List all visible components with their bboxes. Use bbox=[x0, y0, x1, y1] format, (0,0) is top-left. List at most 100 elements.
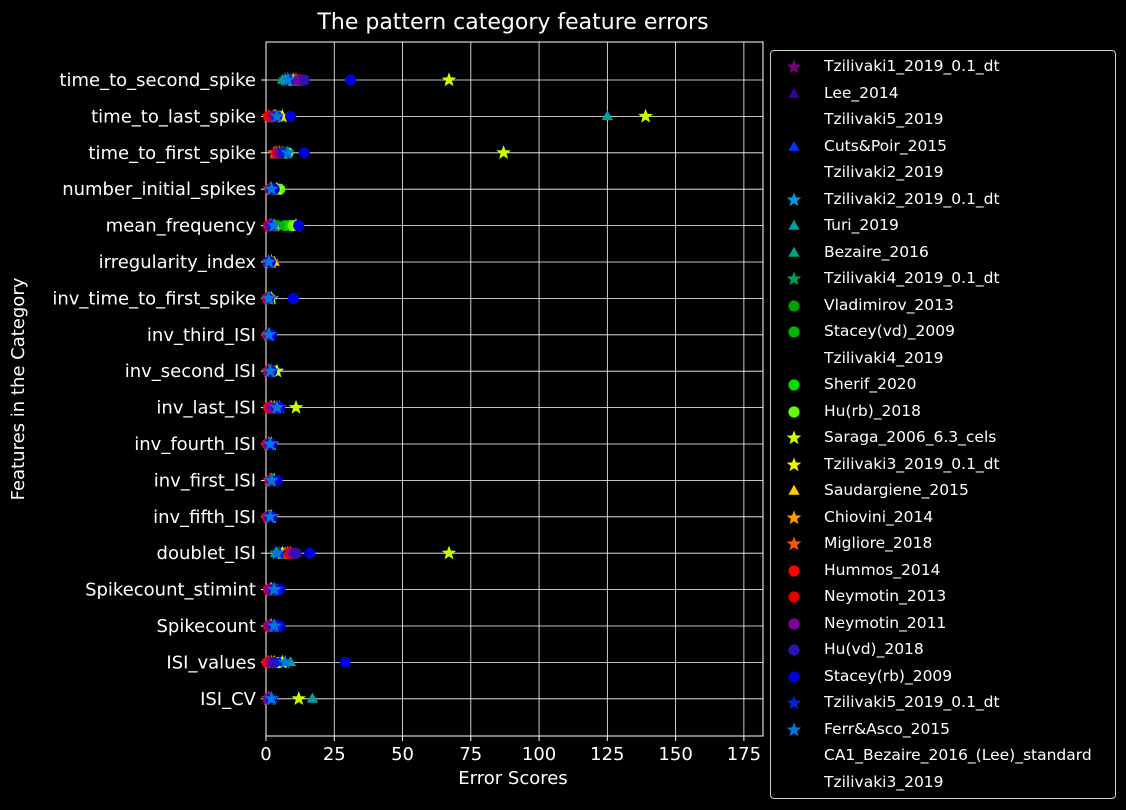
y-tick-label: inv_last_ISI bbox=[156, 398, 256, 419]
legend-item: Bezaire_2016 bbox=[771, 240, 1115, 266]
data-point bbox=[266, 581, 282, 596]
legend-marker-icon bbox=[786, 695, 802, 710]
y-tick-label: time_to_last_spike bbox=[91, 106, 256, 127]
legend-label: Neymotin_2011 bbox=[824, 613, 947, 632]
legend-marker-icon bbox=[788, 219, 800, 230]
data-point bbox=[269, 545, 285, 560]
legend-item: Tzilivaki2_2019_0.1_dt bbox=[771, 187, 1115, 213]
legend-label: Tzilivaki1_2019_0.1_dt bbox=[824, 57, 1000, 75]
legend-item: Tzilivaki4_2019_0.1_dt bbox=[771, 266, 1115, 292]
data-point bbox=[262, 436, 278, 451]
data-point bbox=[291, 691, 306, 705]
legend-marker-icon bbox=[788, 326, 800, 338]
data-point bbox=[288, 399, 304, 414]
legend-marker-icon bbox=[786, 536, 802, 551]
legend-item: Hummos_2014 bbox=[771, 558, 1115, 584]
y-tick-label: number_initial_spikes bbox=[62, 179, 256, 200]
legend-item: Tzilivaki5_2019 bbox=[771, 107, 1115, 133]
legend-marker-icon bbox=[788, 484, 800, 495]
legend-item: Ferr&Asco_2015 bbox=[771, 717, 1115, 743]
data-point bbox=[264, 472, 279, 487]
data-point bbox=[304, 547, 316, 559]
data-point bbox=[345, 74, 357, 86]
legend-marker-icon bbox=[779, 770, 811, 796]
legend-marker-icon bbox=[786, 509, 802, 524]
x-tick-label: 75 bbox=[459, 744, 482, 765]
legend-item: Neymotin_2013 bbox=[771, 584, 1115, 610]
legend-marker-icon bbox=[779, 346, 811, 372]
legend-item: Turi_2019 bbox=[771, 213, 1115, 239]
y-tick-label: ISI_CV bbox=[200, 689, 257, 710]
legend-marker-icon bbox=[786, 430, 802, 445]
legend-marker-icon bbox=[788, 617, 800, 630]
legend-label: Tzilivaki3_2019_0.1_dt bbox=[824, 454, 1000, 473]
data-point bbox=[284, 110, 297, 122]
plot-area: 0 25 50 75 100 125 150 175 time_to_second_spiket… bbox=[52, 41, 764, 765]
data-point bbox=[601, 110, 614, 121]
data-point bbox=[298, 74, 310, 86]
legend-item: Tzilivaki4_2019 bbox=[771, 346, 1115, 372]
legend-marker-icon bbox=[788, 405, 800, 418]
legend-marker-icon bbox=[788, 591, 800, 603]
legend-marker-icon bbox=[786, 59, 802, 74]
data-point bbox=[280, 145, 296, 159]
legend-item: Lee_2014 bbox=[771, 81, 1115, 107]
legend-marker-icon bbox=[786, 271, 802, 286]
legend-label: Tzilivaki3_2019 bbox=[824, 772, 944, 791]
x-tick-label: 175 bbox=[727, 744, 761, 765]
x-tick-label: 0 bbox=[260, 744, 271, 765]
x-tick-label: 100 bbox=[522, 744, 556, 765]
legend-label: Hu(rb)_2018 bbox=[824, 401, 921, 420]
legend-label: Hu(vd)_2018 bbox=[824, 640, 924, 658]
legend-label: Stacey(rb)_2009 bbox=[824, 666, 953, 685]
legend-marker-icon bbox=[779, 160, 811, 186]
legend-item: Tzilivaki3_2019_0.1_dt bbox=[771, 452, 1115, 478]
data-point bbox=[266, 618, 282, 633]
data-point bbox=[269, 108, 285, 123]
legend-item: Tzilivaki2_2019 bbox=[771, 160, 1115, 186]
legend-item: Migliore_2018 bbox=[771, 531, 1115, 557]
legend-item: Tzilivaki3_2019 bbox=[771, 770, 1115, 796]
data-point bbox=[261, 290, 276, 305]
data-point bbox=[262, 363, 278, 378]
legend-label: Turi_2019 bbox=[824, 216, 899, 234]
legend-label: Saraga_2006_6.3_cels bbox=[824, 428, 997, 446]
legend-marker-icon bbox=[788, 670, 800, 683]
y-tick-label: inv_fourth_ISI bbox=[134, 434, 256, 455]
legend-item: Tzilivaki5_2019_0.1_dt bbox=[771, 690, 1115, 716]
legend-marker-icon bbox=[788, 140, 800, 151]
y-tick-label: mean_frequency bbox=[106, 216, 257, 237]
legend-label: Ferr&Asco_2015 bbox=[824, 719, 951, 738]
legend-label: Migliore_2018 bbox=[824, 534, 933, 552]
legend-marker-icon bbox=[788, 87, 800, 98]
legend-marker-icon bbox=[786, 456, 802, 471]
data-point bbox=[339, 656, 351, 668]
data-point bbox=[261, 254, 276, 269]
legend-marker-icon bbox=[786, 721, 802, 736]
data-point bbox=[290, 547, 302, 559]
data-point bbox=[262, 509, 278, 523]
legend-label: Tzilivaki5_2019 bbox=[824, 110, 944, 128]
y-tick-label: inv_third_ISI bbox=[147, 325, 256, 346]
legend-label: Sherif_2020 bbox=[824, 375, 917, 393]
x-axis-label: Error Scores bbox=[458, 768, 567, 789]
legend-label: Saudargiene_2015 bbox=[824, 481, 969, 499]
y-axis-label: Features in the Category bbox=[8, 277, 29, 500]
data-point bbox=[280, 72, 296, 87]
y-tick-label: doublet_ISI bbox=[157, 543, 256, 564]
legend-item: Hu(vd)_2018 bbox=[771, 637, 1115, 663]
y-tick-label: inv_time_to_first_spike bbox=[52, 288, 256, 309]
legend-item: Vladimirov_2013 bbox=[771, 293, 1115, 319]
y-tick-label: Spikecount bbox=[157, 616, 257, 637]
legend-item: Stacey(rb)_2009 bbox=[771, 664, 1115, 690]
legend-label: Tzilivaki4_2019 bbox=[824, 348, 944, 367]
data-point bbox=[269, 399, 285, 414]
legend-label: Lee_2014 bbox=[824, 83, 899, 102]
data-point bbox=[266, 217, 282, 232]
data-point bbox=[264, 181, 279, 196]
legend-label: Neymotin_2013 bbox=[824, 587, 947, 605]
y-tick-label: Spikecount_stimint bbox=[85, 580, 256, 601]
data-point bbox=[441, 545, 457, 560]
y-tick-label: inv_first_ISI bbox=[154, 470, 256, 491]
